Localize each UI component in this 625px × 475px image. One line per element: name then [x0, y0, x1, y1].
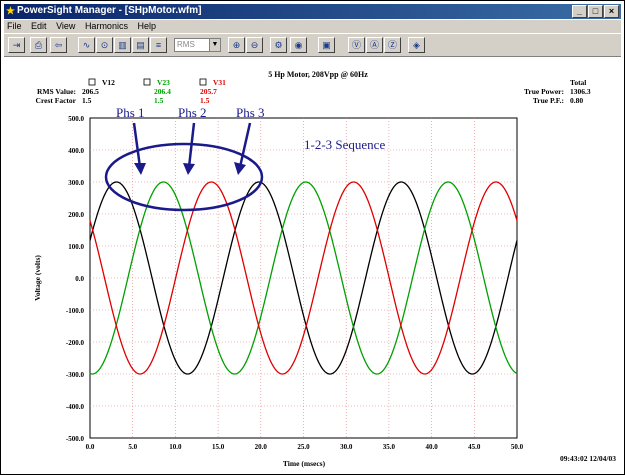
eraser-icon[interactable]: ◈ — [408, 37, 425, 53]
x-tick-label: 15.0 — [212, 443, 225, 451]
series-lines — [89, 181, 518, 375]
total-label: Total — [570, 78, 586, 87]
y-tick-label: -100.0 — [66, 307, 85, 315]
report-icon[interactable]: ▤ — [132, 37, 149, 53]
zoom-out-icon[interactable]: ⊖ — [246, 37, 263, 53]
y-tick-label: 200.0 — [68, 211, 84, 219]
true-power-value: 1306.3 — [570, 87, 591, 96]
x-tick-label: 10.0 — [169, 443, 182, 451]
x-tick-label: 35.0 — [383, 443, 396, 451]
a-channel-icon[interactable]: Ⓐ — [366, 37, 383, 53]
v23-checkbox[interactable] — [143, 78, 151, 86]
channel-name-v12: V12 — [102, 78, 115, 87]
rms-label: RMS Value: — [37, 87, 76, 96]
arrow-phs2 — [187, 122, 196, 168]
x-tick-label: 5.0 — [128, 443, 137, 451]
bar-chart-icon[interactable]: ▥ — [114, 37, 131, 53]
y-tick-label: 0.0 — [75, 275, 84, 283]
y-tick-label: 100.0 — [68, 243, 84, 251]
menu-file[interactable]: File — [7, 21, 22, 31]
menu-bar: File Edit View Harmonics Help — [4, 20, 621, 33]
series-v31 — [89, 181, 518, 375]
toolbar: ⇥ ⎙ ⇦ ∿ ⊙ ▥ ▤ ≡ RMS ▼ ⊕ ⊖ ⚙ ◉ ▣ Ⓥ Ⓐ Ⓩ ◈ — [4, 34, 621, 57]
print-icon[interactable]: ⎙ — [30, 37, 47, 53]
true-pf-label: True P.F.: — [533, 96, 564, 105]
title-bar: ★ PowerSight Manager - [SHpMotor.wfm] _ … — [4, 4, 621, 19]
annotation-phs1: Phs 1 — [116, 105, 145, 120]
v31-checkbox[interactable] — [199, 78, 207, 86]
y-tick-label: 400.0 — [68, 147, 84, 155]
chart-title: 5 Hp Motor, 208Vpp @ 60Hz — [268, 70, 368, 79]
menu-edit[interactable]: Edit — [31, 21, 47, 31]
timestamp: 09:43:02 12/04/03 — [560, 454, 616, 463]
rms-v23: 206.4 — [154, 87, 171, 96]
x-tick-label: 50.0 — [511, 443, 524, 451]
crest-v12: 1.5 — [82, 96, 92, 105]
x-axis-label: Time (msecs) — [283, 459, 326, 468]
waveform-icon[interactable]: ∿ — [78, 37, 95, 53]
arrowhead-phs1 — [134, 163, 146, 175]
grid-lines — [90, 118, 517, 438]
measurement-select[interactable]: RMS — [174, 38, 210, 52]
channel-name-v23: V23 — [157, 78, 170, 87]
phase-circle — [104, 142, 264, 212]
x-axis-ticks: 0.0 5.0 10.0 15.0 20.0 25.0 30.0 35.0 40.0 45.0 50… — [86, 443, 524, 451]
crest-v31: 1.5 — [200, 96, 210, 105]
exit-icon[interactable]: ⇥ — [8, 37, 25, 53]
waveform-view: 5 Hp Motor, 208Vpp @ 60Hz V12 V23 V31 RM… — [4, 57, 621, 471]
list-icon[interactable]: ≡ — [150, 37, 167, 53]
back-arrow-icon[interactable]: ⇦ — [50, 37, 67, 53]
arrowhead-phs2 — [183, 163, 195, 175]
annotation-sequence: 1-2-3 Sequence — [304, 137, 385, 152]
x-tick-label: 20.0 — [255, 443, 268, 451]
x-tick-label: 0.0 — [86, 443, 95, 451]
waveform-chart: 5 Hp Motor, 208Vpp @ 60Hz V12 V23 V31 RM… — [33, 70, 616, 468]
v12-checkbox[interactable] — [88, 78, 96, 86]
zoom-in-icon[interactable]: ⊕ — [228, 37, 245, 53]
y-tick-label: 300.0 — [68, 179, 84, 187]
save-icon[interactable]: ▣ — [318, 37, 335, 53]
y-tick-label: -200.0 — [66, 339, 85, 347]
annotation-phs3: Phs 3 — [236, 105, 265, 120]
annotation-phs2: Phs 2 — [178, 105, 207, 120]
arrowhead-phs3 — [234, 162, 246, 175]
phasor-icon[interactable]: ⊙ — [96, 37, 113, 53]
chevron-down-icon[interactable]: ▼ — [209, 38, 221, 52]
y-tick-label: -400.0 — [66, 403, 85, 411]
menu-help[interactable]: Help — [137, 21, 156, 31]
va-channel-icon[interactable]: Ⓩ — [384, 37, 401, 53]
rms-v31: 205.7 — [200, 87, 217, 96]
maximize-button[interactable]: □ — [588, 5, 603, 18]
menu-view[interactable]: View — [56, 21, 76, 31]
arrow-phs3 — [238, 122, 252, 168]
rms-v12: 206.5 — [82, 87, 99, 96]
x-tick-label: 30.0 — [340, 443, 353, 451]
v-channel-icon[interactable]: Ⓥ — [348, 37, 365, 53]
settings-icon[interactable]: ⚙ — [270, 37, 287, 53]
true-pf-value: 0.80 — [570, 96, 583, 105]
app-icon: ★ — [6, 6, 15, 17]
crest-label: Crest Factor — [36, 96, 77, 105]
y-tick-label: -300.0 — [66, 371, 85, 379]
x-tick-label: 45.0 — [468, 443, 481, 451]
arrow-phs1 — [132, 122, 142, 168]
dial-icon[interactable]: ◉ — [290, 37, 307, 53]
annotations: Phs 1 Phs 2 Phs 3 1-2-3 Sequence — [104, 105, 385, 212]
true-power-label: True Power: — [524, 87, 564, 96]
minimize-button[interactable]: _ — [572, 5, 587, 18]
y-tick-label: 500.0 — [68, 115, 84, 123]
y-axis-label: Voltage (volts) — [33, 255, 42, 301]
close-button[interactable]: × — [604, 5, 619, 18]
crest-v23: 1.5 — [154, 96, 164, 105]
y-tick-label: -500.0 — [66, 435, 85, 443]
window-title: PowerSight Manager - [SHpMotor.wfm] — [17, 5, 202, 16]
channel-name-v31: V31 — [213, 78, 226, 87]
series-v23 — [89, 181, 518, 375]
menu-harmonics[interactable]: Harmonics — [84, 21, 128, 31]
y-axis-ticks: 500.0 400.0 300.0 200.0 100.0 0.0 -100.0 -200.0… — [66, 115, 85, 443]
x-tick-label: 40.0 — [425, 443, 438, 451]
x-tick-label: 25.0 — [297, 443, 310, 451]
series-v12 — [89, 181, 518, 375]
